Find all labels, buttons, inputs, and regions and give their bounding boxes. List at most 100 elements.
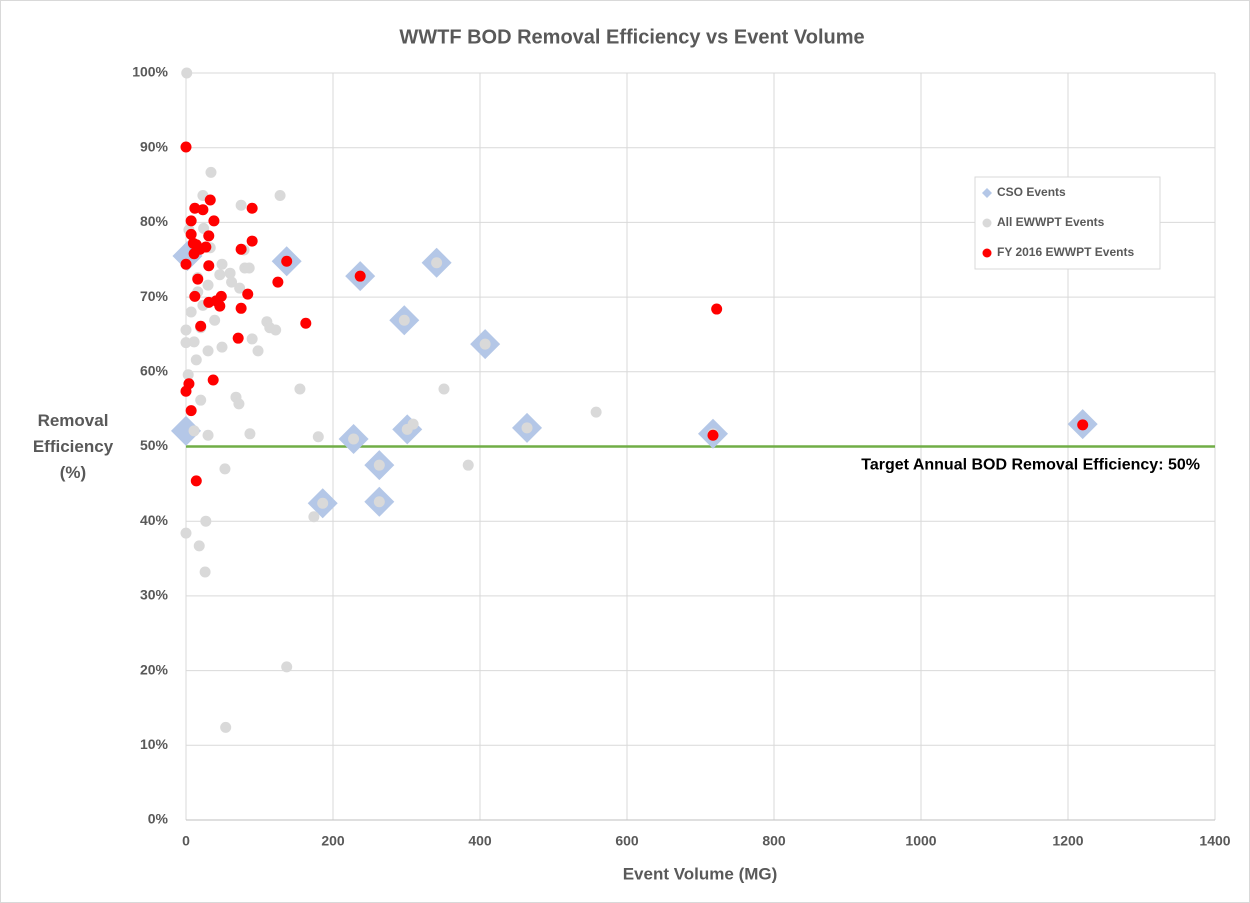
data-point [192, 273, 204, 285]
data-point [216, 258, 228, 270]
y-tick-label: 30% [140, 587, 169, 603]
y-tick-label: 60% [140, 363, 169, 379]
data-point [185, 405, 197, 417]
data-point [246, 235, 258, 247]
data-point [200, 515, 212, 527]
legend-marker [982, 188, 992, 198]
data-point [274, 190, 286, 202]
data-point [235, 302, 247, 314]
series [180, 141, 1089, 487]
y-tick-label: 100% [132, 64, 168, 80]
y-tick-label: 40% [140, 512, 169, 528]
data-point [203, 260, 215, 272]
data-point [243, 262, 255, 274]
data-point [188, 336, 200, 348]
x-tick-label: 600 [615, 833, 639, 849]
data-point [202, 345, 214, 357]
data-point [205, 166, 217, 178]
data-point [521, 422, 533, 434]
data-point [300, 317, 312, 329]
data-point [185, 215, 197, 227]
data-point [308, 511, 320, 523]
data-point [401, 423, 413, 435]
legend-label: FY 2016 EWWPT Events [997, 245, 1134, 259]
x-tick-label: 1200 [1052, 833, 1083, 849]
data-point [180, 324, 192, 336]
data-point [188, 248, 200, 260]
data-point [252, 345, 264, 357]
data-point [235, 199, 247, 211]
data-point [373, 459, 385, 471]
data-point [203, 230, 215, 242]
target-label: Target Annual BOD Removal Efficiency: 50… [861, 457, 1200, 474]
data-point [216, 341, 228, 353]
y-tick-label: 80% [140, 213, 169, 229]
data-point [185, 306, 197, 318]
legend-label: CSO Events [997, 185, 1066, 199]
data-point [270, 324, 282, 336]
data-point [373, 496, 385, 508]
data-point [232, 332, 244, 344]
data-point [220, 721, 232, 733]
data-point [195, 320, 207, 332]
data-point [462, 459, 474, 471]
data-point [242, 288, 254, 300]
data-point [281, 255, 293, 267]
data-point [180, 527, 192, 539]
data-point [202, 279, 214, 291]
data-point [246, 333, 258, 345]
data-point [224, 267, 236, 279]
data-point [190, 475, 202, 487]
data-point [233, 398, 245, 410]
legend-marker [982, 248, 992, 258]
data-point [235, 243, 247, 255]
data-point [197, 204, 209, 216]
data-point [272, 276, 284, 288]
data-point [182, 369, 194, 381]
y-tick-label: 10% [140, 736, 169, 752]
data-point [226, 276, 238, 288]
data-point [398, 314, 410, 326]
data-point [214, 300, 226, 312]
data-point [195, 394, 207, 406]
data-point [438, 383, 450, 395]
data-point [214, 269, 226, 281]
y-tick-label: 50% [140, 437, 169, 453]
data-point [209, 314, 221, 326]
chart-title: WWTF BOD Removal Efficiency vs Event Vol… [399, 26, 864, 48]
x-tick-label: 400 [468, 833, 492, 849]
legend-box [974, 176, 1161, 270]
data-point [246, 202, 258, 214]
data-point [204, 194, 216, 206]
data-point [707, 429, 719, 441]
data-point [711, 303, 723, 315]
x-tick-label: 1000 [905, 833, 936, 849]
data-point [590, 406, 602, 418]
x-axis-label: Event Volume (MG) [623, 864, 778, 883]
data-point [234, 282, 246, 294]
data-point [354, 270, 366, 282]
data-point [294, 383, 306, 395]
data-point [189, 290, 201, 302]
data-point [190, 354, 202, 366]
legend-marker [982, 218, 992, 228]
y-axis-label: Removal Efficiency (%) [32, 411, 114, 482]
data-point [317, 497, 329, 509]
data-point [219, 463, 231, 475]
legend: CSO Events All EWWPT Events FY 2016 EWWPT … [974, 176, 1161, 270]
y-tick-label: 0% [148, 811, 169, 827]
data-point [479, 338, 491, 350]
legend-label: All EWWPT Events [997, 215, 1105, 229]
data-point [180, 337, 192, 349]
data-point [281, 661, 293, 673]
data-point [431, 257, 443, 269]
data-point [244, 428, 256, 440]
data-point [172, 241, 203, 272]
x-tick-label: 0 [182, 833, 190, 849]
data-point [180, 141, 192, 153]
y-tick-label: 20% [140, 661, 169, 677]
data-point [1077, 419, 1089, 431]
